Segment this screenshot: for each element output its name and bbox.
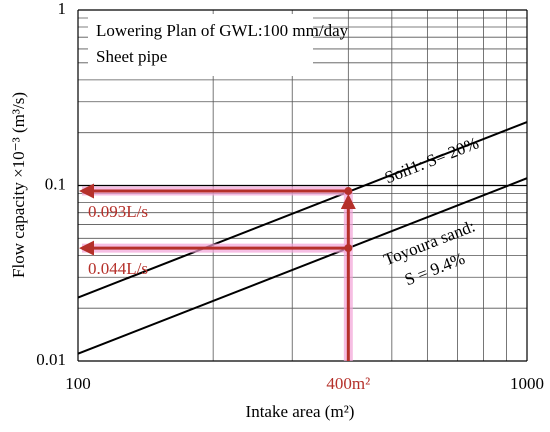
annotation-box [88, 14, 313, 76]
series-line [77, 177, 528, 355]
y-tick-label: 0.01 [36, 350, 66, 369]
annotation: Sheet pipe [96, 47, 167, 66]
x-tick-label: 1000 [510, 374, 544, 393]
x-tick-label: 100 [65, 374, 91, 393]
value-label: 0.044L/s [88, 259, 148, 278]
value-label: 0.093L/s [88, 202, 148, 221]
x-marker-label: 400m² [326, 374, 370, 393]
x-axis-label: Intake area (m²) [246, 402, 355, 421]
y-tick-label: 0.1 [45, 174, 66, 193]
annotation: Lowering Plan of GWL:100 mm/day [96, 21, 349, 40]
y-tick-label: 1 [58, 0, 67, 18]
series-line [77, 121, 528, 299]
point [344, 244, 353, 253]
grid [77, 9, 528, 362]
series-lines [77, 121, 528, 355]
y-axis-label: Flow capacity ×10⁻³ (m³/s) [9, 92, 28, 278]
point [344, 187, 353, 196]
marks [79, 183, 356, 361]
series-label: Soil1: S= 20% [382, 133, 481, 187]
